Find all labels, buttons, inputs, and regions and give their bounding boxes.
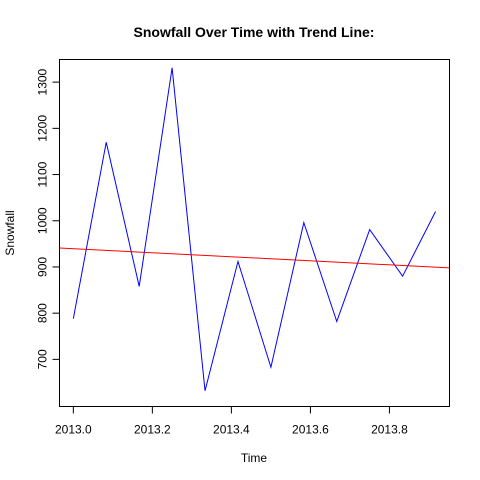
x-axis: 2013.0 2013.2 2013.4 2013.6 2013.8 — [55, 406, 408, 437]
snowfall-series-line — [72, 67, 436, 391]
trend-line — [59, 247, 450, 269]
x-tick-label: 2013.0 — [55, 423, 92, 437]
y-tick-label: 1100 — [36, 161, 50, 187]
x-tick-label: 2013.6 — [292, 423, 329, 437]
x-axis-label: Time — [241, 451, 268, 465]
y-tick-label: 1200 — [36, 115, 50, 142]
chart-title: Snowfall Over Time with Trend Line: — [134, 24, 375, 40]
plot-area — [59, 59, 450, 407]
y-tick-label: 800 — [36, 303, 50, 323]
y-tick-label: 1000 — [36, 207, 50, 234]
series-layer — [59, 67, 450, 391]
y-tick-label: 700 — [36, 349, 50, 369]
x-tick-label: 2013.4 — [213, 423, 250, 437]
y-tick-label: 900 — [36, 257, 50, 277]
x-tick-label: 2013.8 — [371, 423, 408, 437]
y-tick-label: 1300 — [36, 68, 50, 95]
y-axis: 700 800 900 1000 1100 1200 1300 — [36, 68, 60, 369]
x-tick-label: 2013.2 — [134, 423, 171, 437]
y-axis-label: Snowfall — [3, 210, 17, 255]
